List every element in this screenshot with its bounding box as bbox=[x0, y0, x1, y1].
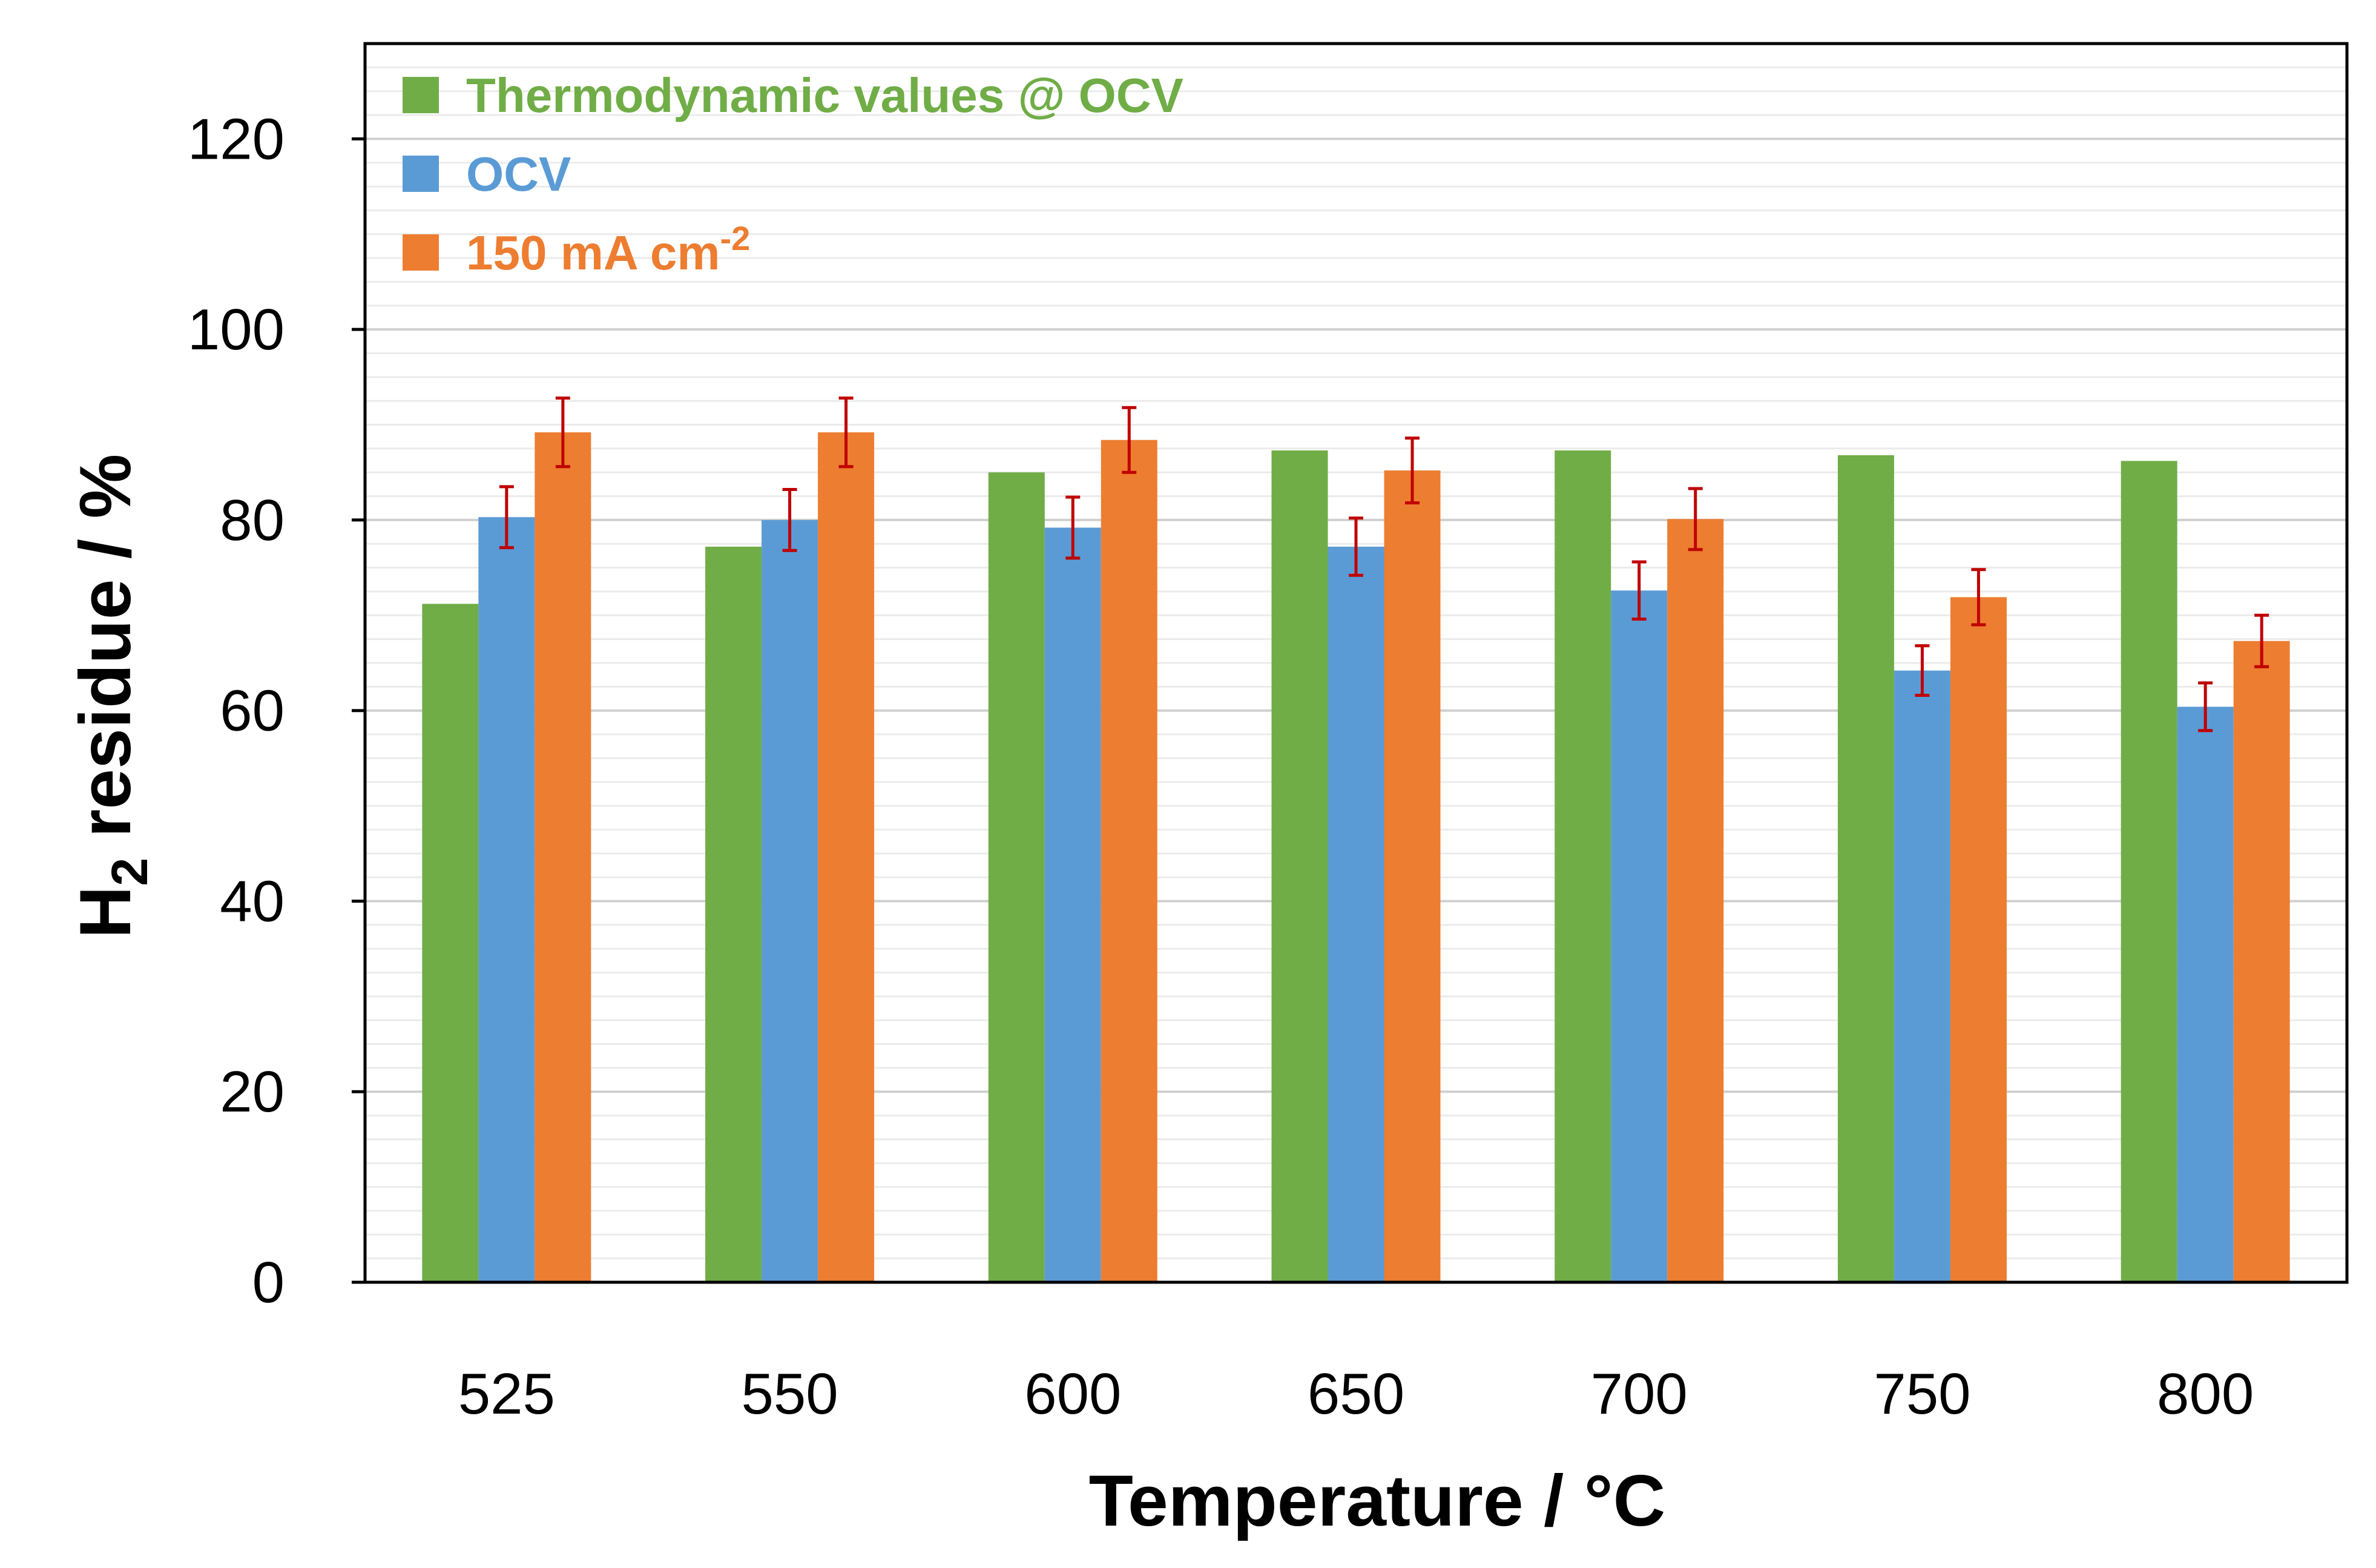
bar bbox=[1328, 546, 1384, 1283]
bar bbox=[1894, 670, 1950, 1282]
x-tick-label: 600 bbox=[1024, 1362, 1121, 1426]
y-tick-label: 120 bbox=[188, 107, 285, 171]
x-axis-title: Temperature / °C bbox=[1089, 1460, 1666, 1541]
bar bbox=[2177, 707, 2234, 1282]
bar bbox=[1667, 519, 1724, 1282]
y-tick-label: 100 bbox=[188, 297, 285, 362]
bar bbox=[1837, 455, 1894, 1282]
bar bbox=[1044, 527, 1101, 1282]
x-tick-label: 525 bbox=[458, 1362, 555, 1426]
bar bbox=[1555, 450, 1611, 1283]
y-tick-label: 40 bbox=[220, 869, 285, 934]
bar bbox=[762, 519, 818, 1282]
y-axis-title: H2 residue / % bbox=[65, 454, 158, 938]
x-tick-label: 650 bbox=[1308, 1362, 1404, 1426]
x-tick-label: 800 bbox=[2157, 1362, 2254, 1426]
bar bbox=[2121, 461, 2177, 1282]
x-tick-label: 550 bbox=[741, 1362, 838, 1426]
bar bbox=[1101, 440, 1157, 1282]
x-tick-label: 750 bbox=[1874, 1362, 1970, 1426]
bar bbox=[818, 432, 875, 1283]
legend-entry: OCV bbox=[466, 147, 571, 201]
legend: Thermodynamic values @ OCV OCV 150 mA cm-2 bbox=[403, 68, 1183, 280]
legend-swatch bbox=[403, 234, 439, 271]
y-tick-label: 60 bbox=[220, 679, 285, 743]
legend-entry: Thermodynamic values @ OCV bbox=[466, 68, 1183, 122]
bar bbox=[1271, 450, 1328, 1283]
y-tick-label: 80 bbox=[220, 488, 285, 553]
bar bbox=[535, 432, 591, 1283]
bar bbox=[478, 517, 535, 1282]
y-axis-title-rest: residue / % bbox=[65, 454, 146, 858]
bar bbox=[422, 604, 479, 1282]
y-axis-title-main: H bbox=[65, 886, 146, 938]
x-tick-label: 700 bbox=[1591, 1362, 1688, 1426]
bar bbox=[988, 472, 1045, 1283]
y-tick-label: 0 bbox=[252, 1250, 285, 1315]
y-axis-title-subscript: 2 bbox=[101, 858, 158, 886]
error-bars bbox=[499, 396, 2269, 733]
x-axis-ticks: 525 550 600 650 700 750 800 bbox=[458, 1362, 2254, 1426]
bar bbox=[705, 546, 762, 1283]
bar bbox=[1384, 470, 1441, 1283]
y-axis-ticks: 0 20 40 60 80 100 120 bbox=[188, 107, 365, 1315]
legend-swatch bbox=[403, 156, 439, 192]
bar bbox=[1950, 597, 2007, 1283]
legend-entry: 150 mA cm-2 bbox=[466, 219, 750, 280]
plot-frame bbox=[363, 42, 2349, 1284]
bars bbox=[422, 432, 2290, 1283]
legend-swatch bbox=[403, 77, 439, 113]
bar bbox=[1611, 590, 1668, 1282]
y-tick-label: 20 bbox=[220, 1059, 285, 1124]
bar bbox=[2233, 641, 2290, 1282]
